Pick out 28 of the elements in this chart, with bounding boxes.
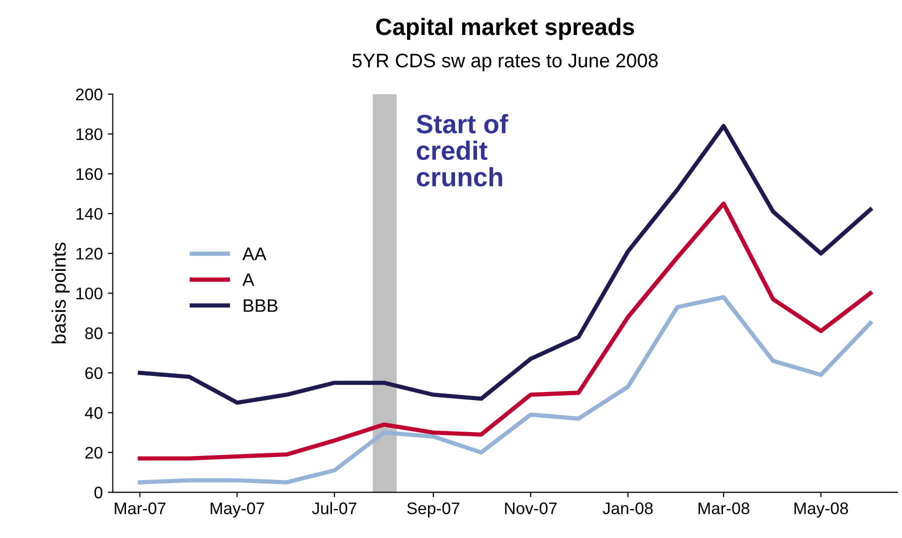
y-tick-label: 120 <box>76 248 102 260</box>
y-axis-title: basis points <box>52 242 70 344</box>
y-tick-label: 60 <box>85 367 102 380</box>
x-tick-label: May-07 <box>210 502 264 518</box>
y-tick-label: 40 <box>84 407 102 419</box>
y-tick-label: 0 <box>94 486 102 498</box>
x-tick-label: Mar-07 <box>114 502 166 514</box>
line-series <box>138 202 872 461</box>
band-label: Start of credit crunch <box>416 114 508 186</box>
x-tick-label: Sep-07 <box>407 502 460 518</box>
y-tick-label: 100 <box>76 288 102 300</box>
chart-title: Capital market spreads <box>376 18 634 40</box>
y-tick-label: 140 <box>76 208 102 220</box>
line-series <box>138 295 872 484</box>
y-tick-label: 160 <box>76 168 102 180</box>
y-tick-label: 80 <box>85 327 102 340</box>
x-tick-label: Jan-08 <box>602 502 653 514</box>
legend-label: BBB <box>244 299 278 312</box>
x-tick-label: Nov-07 <box>505 502 557 514</box>
y-tick-label: 180 <box>76 128 102 140</box>
legend-label: A <box>242 274 254 286</box>
x-tick-label: May-08 <box>794 502 848 518</box>
x-tick-label: Jul-07 <box>312 502 356 514</box>
legend-label: AA <box>242 248 266 260</box>
y-tick-label: 20 <box>85 446 102 459</box>
y-tick-label: 200 <box>76 88 102 100</box>
x-tick-label: Mar-08 <box>698 502 750 514</box>
chart-subtitle: 5YR CDS sw ap rates to June 2008 <box>352 54 658 72</box>
